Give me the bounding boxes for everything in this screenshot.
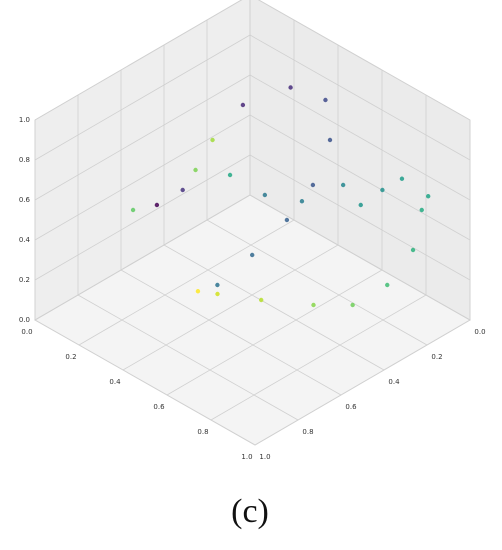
- grid-line: [34, 319, 256, 446]
- point: [311, 302, 316, 308]
- grid-line: [163, 244, 385, 371]
- point: [227, 172, 233, 178]
- grid-line: [77, 294, 299, 421]
- point: [358, 202, 363, 208]
- point: [240, 102, 246, 108]
- z-tick-label: 0.8: [19, 156, 30, 164]
- grid-line: [34, 34, 251, 161]
- point: [262, 192, 268, 198]
- x-tick-label: 1.0: [241, 453, 252, 461]
- point: [299, 199, 305, 204]
- y-tick-label: 0.8: [302, 428, 313, 436]
- grid-line: [34, 154, 251, 281]
- z-tick-label: 0.2: [19, 276, 30, 284]
- grid-line: [249, 34, 471, 161]
- point: [288, 85, 293, 90]
- point: [154, 202, 160, 208]
- grid-line: [34, 0, 243, 121]
- point: [310, 182, 316, 188]
- x-tick-label: 0.2: [65, 353, 76, 361]
- z-tick-label: 1.0: [19, 116, 30, 124]
- grid-line: [210, 294, 427, 421]
- point: [385, 282, 390, 288]
- point: [340, 182, 346, 188]
- point: [210, 137, 215, 143]
- x-tick-label: 0.4: [109, 378, 121, 386]
- point: [250, 252, 255, 258]
- grid-line: [34, 194, 251, 321]
- z-tick-label: 0.0: [19, 316, 30, 324]
- grid-line: [249, 194, 471, 321]
- point: [380, 187, 385, 193]
- y-tick-label: 0.6: [345, 403, 357, 411]
- x-tick-label: 0.0: [21, 328, 32, 336]
- x-tick-label: 0.6: [153, 403, 165, 411]
- z-tick-label: 0.6: [19, 196, 31, 204]
- point: [284, 217, 290, 223]
- point: [350, 302, 355, 308]
- point: [426, 194, 431, 199]
- grid-line: [166, 269, 383, 396]
- x-tick-label: 0.8: [197, 428, 208, 436]
- y-tick-label: 0.4: [388, 378, 400, 386]
- grid-line: [249, 154, 471, 281]
- grid-line: [206, 219, 428, 346]
- grid-line: [34, 114, 251, 241]
- y-tick-label: 0.0: [474, 328, 485, 336]
- grid-line: [78, 219, 295, 346]
- y-tick-label: 0.2: [431, 353, 442, 361]
- grid-line: [120, 269, 342, 396]
- point: [195, 289, 201, 294]
- point: [327, 137, 333, 143]
- grid-line: [249, 114, 471, 241]
- point: [323, 97, 328, 103]
- point: [130, 207, 136, 213]
- point: [215, 291, 220, 297]
- grid-line: [34, 74, 251, 201]
- point: [193, 167, 198, 173]
- point: [180, 187, 185, 193]
- point: [410, 247, 416, 253]
- point: [259, 297, 264, 303]
- point: [399, 176, 405, 181]
- grid-line: [122, 244, 339, 371]
- point: [419, 207, 424, 213]
- point: [215, 282, 220, 288]
- grid-line: [257, 0, 471, 121]
- grid-line: [254, 319, 471, 446]
- z-tick-label: 0.4: [19, 236, 31, 244]
- y-tick-label: 1.0: [259, 453, 270, 461]
- grid-line: [249, 74, 471, 201]
- caption: (c): [231, 493, 269, 530]
